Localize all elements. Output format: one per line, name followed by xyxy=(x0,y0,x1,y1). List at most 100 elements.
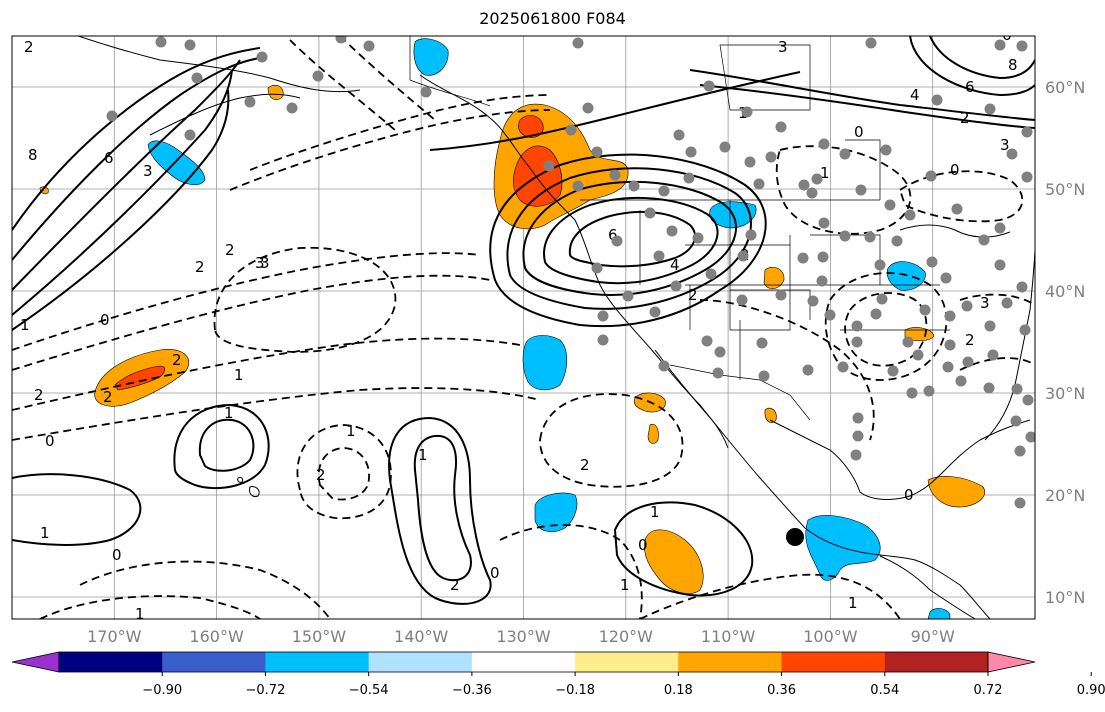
colorbar-segment xyxy=(265,652,370,672)
station-dot xyxy=(765,151,777,163)
colorbar-segment xyxy=(368,652,473,672)
station-dot xyxy=(1001,297,1013,309)
station-dot xyxy=(670,280,682,292)
station-dot xyxy=(737,250,749,262)
contour-label: 1 xyxy=(224,404,234,422)
contour-label: 8 xyxy=(28,146,38,164)
station-dot xyxy=(884,199,896,211)
colorbar-segment xyxy=(781,652,886,672)
contour-label: 1 xyxy=(40,524,50,542)
station-dot xyxy=(753,178,765,190)
contour-label: 1 xyxy=(234,366,244,384)
station-dot xyxy=(891,235,903,247)
contour-label: 6 xyxy=(965,78,975,96)
lon-label: 110°W xyxy=(701,627,756,646)
station-dot xyxy=(572,37,584,49)
station-dot xyxy=(816,275,828,287)
station-dot xyxy=(712,367,724,379)
station-dot xyxy=(994,222,1006,234)
station-dot xyxy=(543,160,555,172)
station-dot xyxy=(797,252,809,264)
lat-label: 40°N xyxy=(1045,282,1085,301)
contour-label: 2 xyxy=(688,286,698,304)
station-dot xyxy=(864,231,876,243)
station-dot xyxy=(744,156,756,168)
negative-anomaly-pacific-35n xyxy=(522,335,568,391)
station-dot xyxy=(420,86,432,98)
lon-label: 140°W xyxy=(394,627,449,646)
contour-label: 3 xyxy=(255,254,265,272)
station-dot xyxy=(286,102,298,114)
station-dot xyxy=(312,70,324,82)
contour-label: 1 xyxy=(346,422,356,440)
contour-label: 2 xyxy=(225,241,235,259)
colorbar-tick-label: 0.36 xyxy=(767,683,796,698)
map-frame xyxy=(11,35,1036,620)
contour-label: 2 xyxy=(965,331,975,349)
station-dot xyxy=(919,304,931,316)
station-dot xyxy=(817,251,829,263)
station-dot xyxy=(335,36,347,44)
station-dot xyxy=(692,232,704,244)
station-dot xyxy=(1014,445,1026,457)
station-dot xyxy=(184,129,196,141)
station-dot xyxy=(191,72,203,84)
station-dot xyxy=(597,310,609,322)
station-dot xyxy=(902,336,914,348)
station-dot xyxy=(839,230,851,242)
contours-dashed xyxy=(12,36,1035,619)
contour-label: 2 xyxy=(450,576,460,594)
contour-label: 3 xyxy=(980,294,990,312)
contour-label: 0 xyxy=(854,123,864,141)
colorbar-segment xyxy=(884,652,989,672)
station-dot xyxy=(106,110,118,122)
colorbar-segment xyxy=(471,652,576,672)
station-dot xyxy=(1006,148,1018,160)
colorbar-segment xyxy=(162,652,266,672)
contour-label: 2 xyxy=(316,466,326,484)
contour-label: 1 xyxy=(650,503,660,521)
station-dot xyxy=(906,387,918,399)
contour-label: 4 xyxy=(910,86,920,104)
colorbar-extend-low xyxy=(11,651,60,673)
contour-label: 2 xyxy=(580,456,590,474)
contour-label: 3 xyxy=(778,38,788,56)
station-dot xyxy=(850,449,862,461)
station-dot xyxy=(591,146,603,158)
station-dot xyxy=(978,234,990,246)
station-dot xyxy=(244,96,256,108)
station-dot xyxy=(798,179,810,191)
colorbar-tick-label: 0.18 xyxy=(664,683,693,698)
contour-label: 2 xyxy=(195,258,205,276)
station-dot xyxy=(880,144,892,156)
station-dot xyxy=(951,203,963,215)
political-boundaries xyxy=(409,36,950,421)
station-dot xyxy=(987,349,999,361)
contour-label: 3 xyxy=(1000,136,1010,154)
station-dot xyxy=(962,356,974,368)
negative-anomaly-alaska-peninsula xyxy=(147,140,206,186)
station-dot xyxy=(705,268,717,280)
station-dot xyxy=(591,262,603,274)
colorbar-tick-label: 0.72 xyxy=(974,683,1003,698)
station-dot xyxy=(658,185,670,197)
station-dot xyxy=(1014,497,1026,509)
contour-label: 2 xyxy=(34,386,44,404)
colorbar: −0.90 −0.72 −0.54 −0.36 −0.18 0.18 0.36 0.54 0.7… xyxy=(11,651,1105,698)
station-dot xyxy=(851,320,863,332)
colorbar-tick-label: 0.54 xyxy=(870,683,899,698)
contour-label: 0 xyxy=(950,161,960,179)
station-dot xyxy=(745,229,757,241)
station-dot xyxy=(1019,324,1031,336)
station-dot xyxy=(611,235,623,247)
station-dot xyxy=(736,294,748,306)
coastlines xyxy=(76,36,1035,619)
station-dot xyxy=(851,336,863,348)
station-dot xyxy=(622,290,634,302)
station-dots xyxy=(106,36,1035,509)
station-dot xyxy=(994,259,1006,271)
station-dot xyxy=(818,217,830,229)
station-dot xyxy=(741,106,753,118)
colorbar-tick-label: −0.90 xyxy=(142,683,182,698)
